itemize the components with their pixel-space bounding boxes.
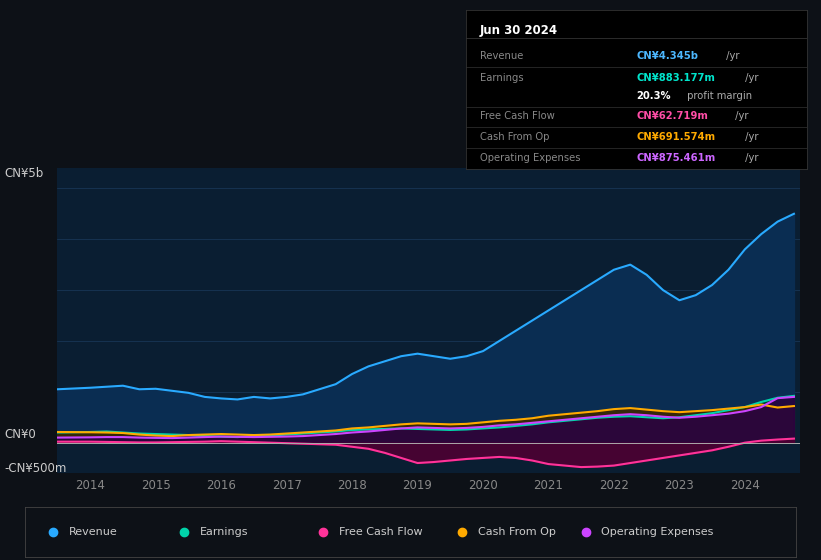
Text: CN¥5b: CN¥5b [4,167,44,180]
Text: Operating Expenses: Operating Expenses [601,527,713,537]
Text: Free Cash Flow: Free Cash Flow [339,527,422,537]
Text: CN¥883.177m: CN¥883.177m [637,73,716,83]
Text: /yr: /yr [732,111,749,122]
Text: /yr: /yr [722,51,739,61]
Text: CN¥4.345b: CN¥4.345b [637,51,699,61]
Text: /yr: /yr [741,73,758,83]
Text: CN¥62.719m: CN¥62.719m [637,111,709,122]
Text: 20.3%: 20.3% [637,91,672,101]
Text: Jun 30 2024: Jun 30 2024 [480,24,558,37]
Text: Revenue: Revenue [480,51,523,61]
Text: Operating Expenses: Operating Expenses [480,153,580,163]
Text: Earnings: Earnings [480,73,524,83]
Text: Cash From Op: Cash From Op [478,527,556,537]
Text: -CN¥500m: -CN¥500m [4,462,67,475]
Text: CN¥691.574m: CN¥691.574m [637,132,716,142]
Text: CN¥875.461m: CN¥875.461m [637,153,716,163]
Text: /yr: /yr [741,153,758,163]
Text: Free Cash Flow: Free Cash Flow [480,111,555,122]
Text: Revenue: Revenue [69,527,117,537]
Text: profit margin: profit margin [685,91,753,101]
Text: /yr: /yr [741,132,758,142]
Text: Earnings: Earnings [200,527,248,537]
Text: Cash From Op: Cash From Op [480,132,549,142]
Text: CN¥0: CN¥0 [4,427,36,441]
